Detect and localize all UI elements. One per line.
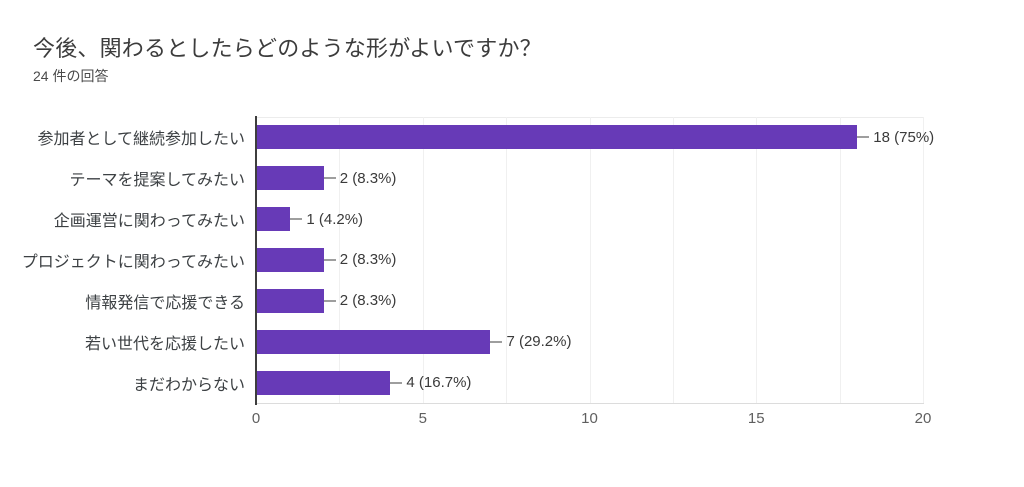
x-tick-label: 0	[251, 410, 261, 427]
value-callout-line	[490, 340, 503, 343]
gridline	[422, 117, 424, 403]
value-callout-line	[290, 218, 303, 221]
category-label: テーマを提案してみたい	[69, 172, 245, 190]
value-callout-line	[323, 177, 336, 180]
bar-value-label: 2 (8.3%)	[339, 169, 397, 187]
category-label: 若い世代を応援したい	[84, 335, 245, 353]
bar	[257, 288, 324, 313]
category-label: 企画運営に関わってみたい	[53, 213, 245, 231]
category-label: 参加者として継続参加したい	[37, 131, 245, 149]
bar-row: 1 (4.2%)	[257, 199, 977, 240]
bar-value-label: 2 (8.3%)	[339, 292, 397, 310]
bar	[257, 166, 324, 191]
value-callout-line	[857, 136, 870, 139]
gridline	[339, 117, 341, 403]
category-label: まだわからない	[132, 376, 245, 394]
x-tick-label: 10	[581, 410, 598, 427]
response-count: 24 件の回答	[33, 68, 109, 84]
plot-top-border	[257, 117, 924, 118]
x-axis-baseline	[257, 403, 924, 404]
bar-row: 2 (8.3%)	[257, 240, 977, 281]
bar-value-label: 2 (8.3%)	[339, 251, 397, 269]
bar	[257, 247, 324, 272]
gridline	[923, 117, 924, 403]
gridline	[672, 117, 674, 403]
value-callout-line	[323, 258, 336, 261]
gridline	[589, 117, 591, 403]
chart-title: 今後、関わるとしたらどのような形がよいですか？	[33, 36, 542, 61]
value-callout-line	[323, 299, 336, 302]
x-tick-label: 15	[747, 410, 765, 427]
value-callout-line	[390, 381, 403, 384]
gridline	[506, 117, 508, 403]
bar-value-label: 18 (75%)	[873, 128, 935, 146]
gridline	[756, 117, 758, 403]
bar	[257, 125, 858, 150]
category-label: プロジェクトに関わってみたい	[21, 253, 245, 271]
bar-row: 18 (75%)	[257, 117, 977, 158]
category-label: 情報発信で応援できる	[85, 294, 245, 312]
bar-row: 2 (8.3%)	[257, 280, 977, 321]
bar-value-label: 7 (29.2%)	[506, 333, 572, 351]
bar-value-label: 4 (16.7%)	[406, 374, 472, 392]
bar-row: 7 (29.2%)	[257, 321, 977, 362]
bar	[257, 329, 491, 354]
bar	[257, 370, 391, 395]
gridline	[839, 117, 841, 403]
bar-row: 2 (8.3%)	[257, 158, 977, 199]
bar-row: 4 (16.7%)	[257, 362, 977, 403]
y-axis-line	[255, 116, 257, 405]
x-tick-label: 5	[418, 410, 427, 427]
bar-value-label: 1 (4.2%)	[306, 210, 364, 228]
bar	[257, 207, 291, 232]
x-tick-label: 20	[914, 410, 932, 427]
